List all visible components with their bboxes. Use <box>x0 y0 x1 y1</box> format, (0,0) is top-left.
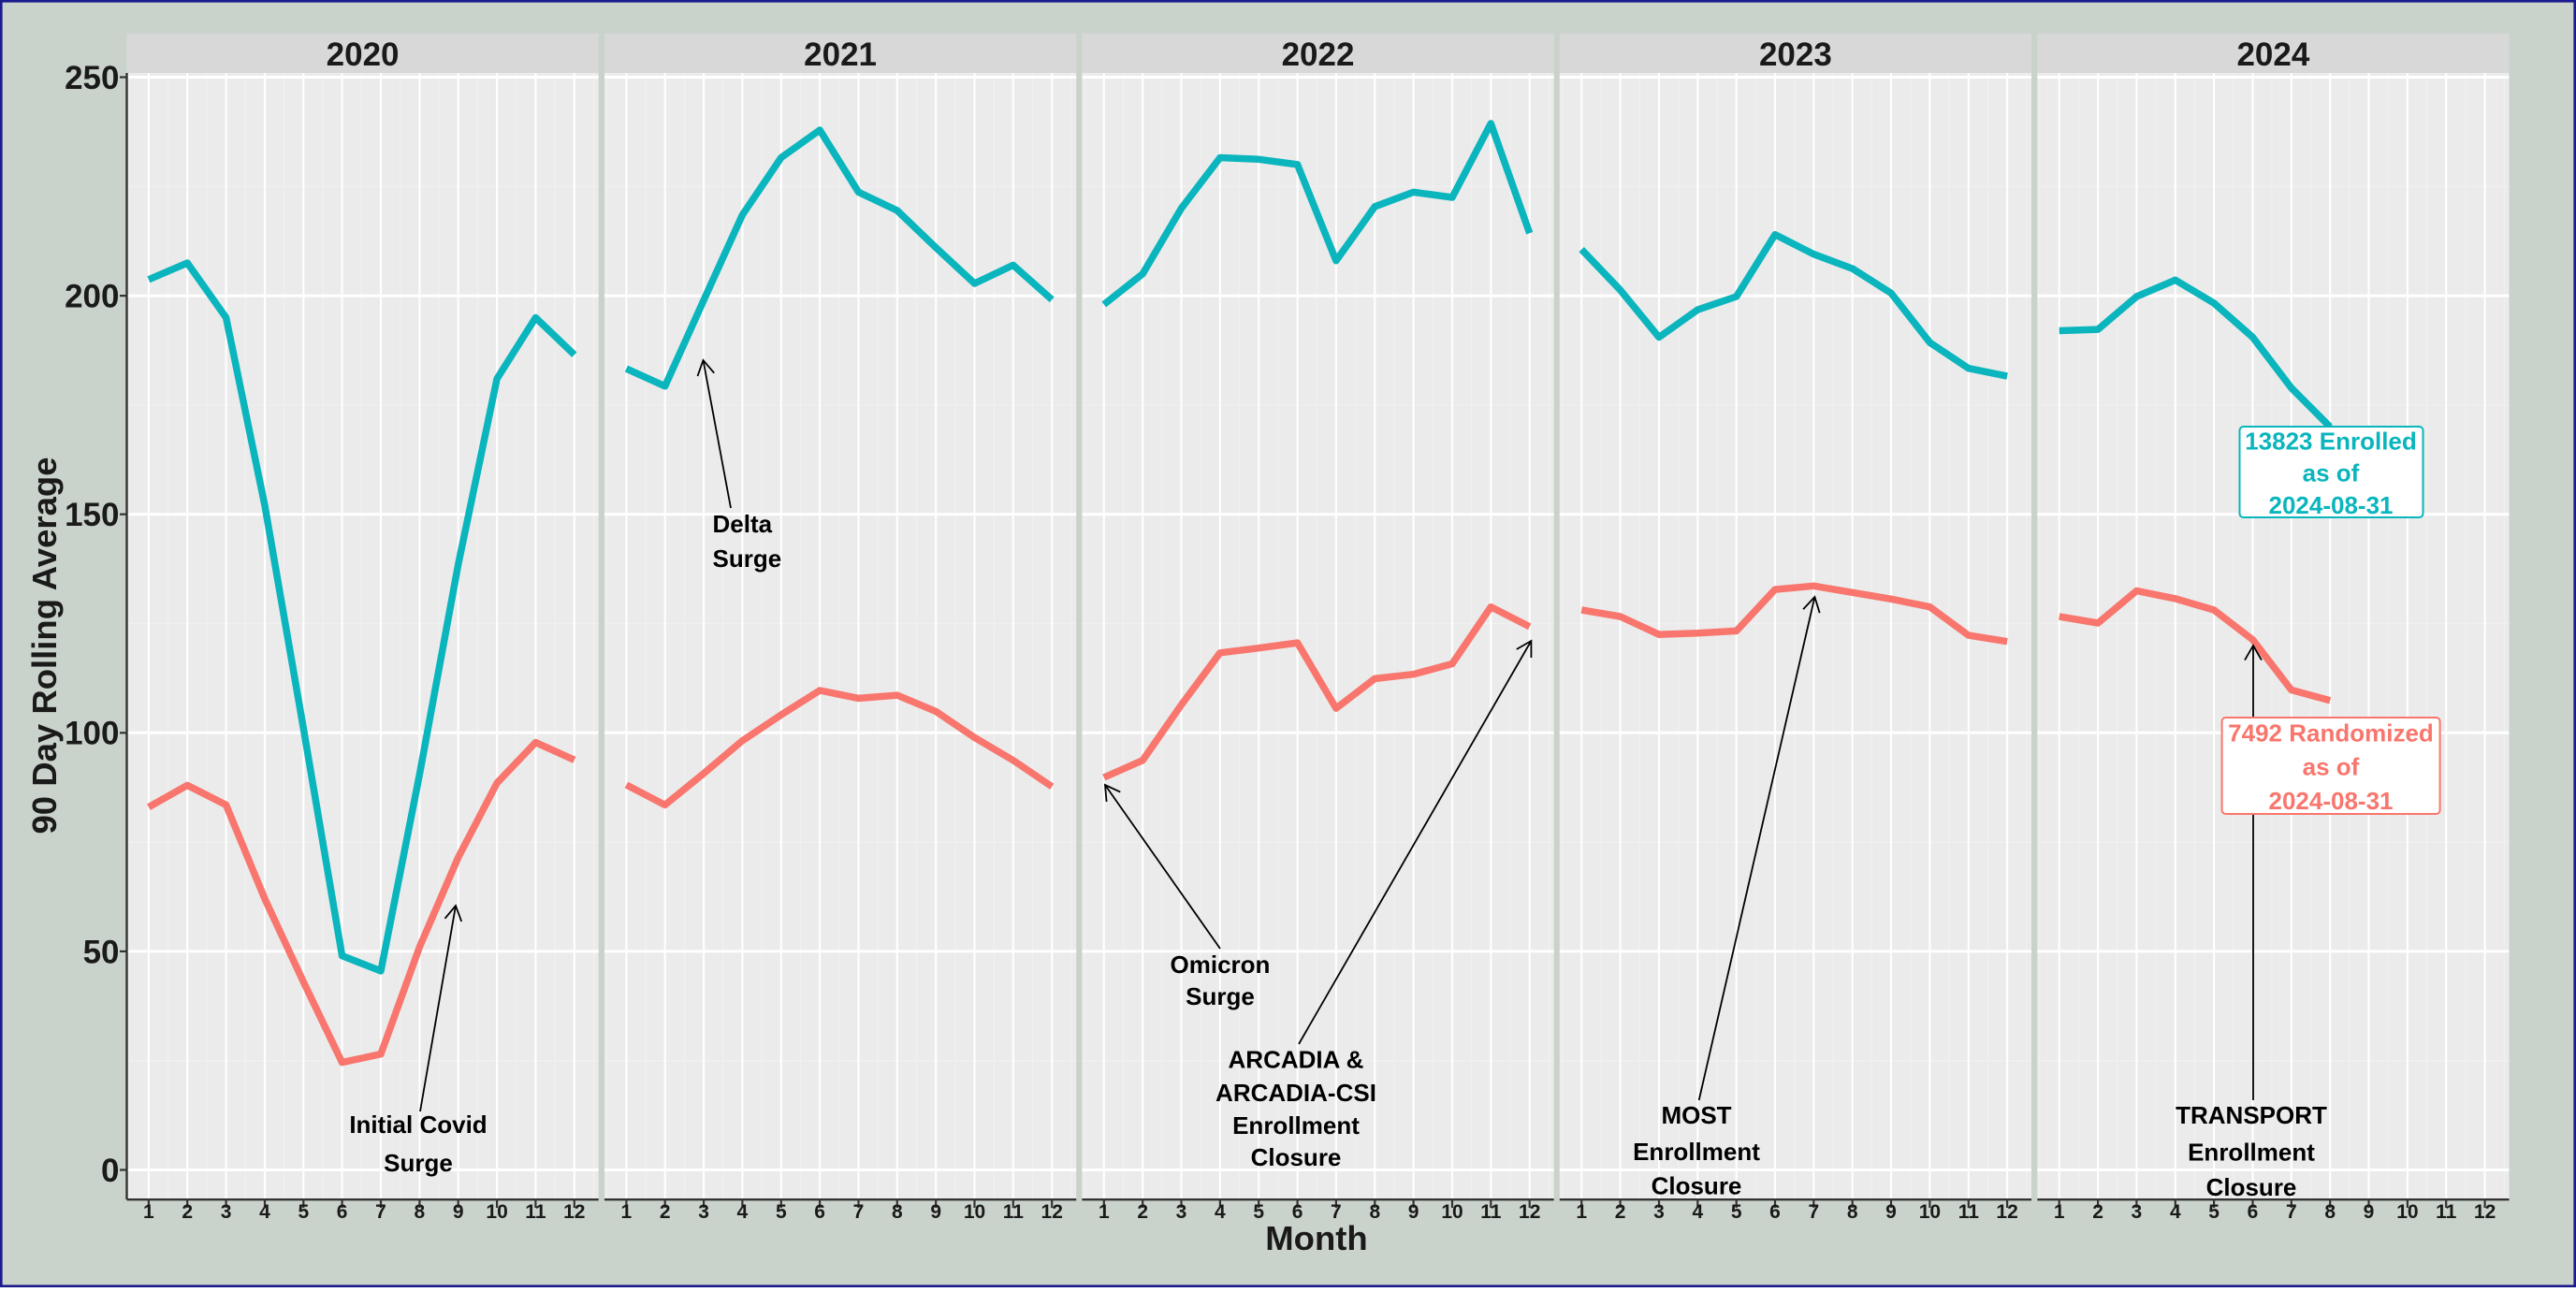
svg-text:1: 1 <box>143 1201 154 1223</box>
svg-text:Closure: Closure <box>1251 1143 1342 1171</box>
svg-text:10: 10 <box>486 1201 507 1223</box>
svg-text:9: 9 <box>453 1201 464 1223</box>
svg-text:3: 3 <box>698 1201 709 1223</box>
svg-text:5: 5 <box>298 1201 309 1223</box>
svg-text:8: 8 <box>1369 1201 1380 1223</box>
svg-text:4: 4 <box>1215 1201 1226 1223</box>
svg-text:7: 7 <box>853 1201 865 1223</box>
svg-text:13823 Enrolled: 13823 Enrolled <box>2245 428 2417 456</box>
svg-text:4: 4 <box>2170 1201 2181 1223</box>
svg-text:2024: 2024 <box>2236 36 2309 73</box>
svg-text:11: 11 <box>1003 1201 1025 1223</box>
svg-text:3: 3 <box>1653 1201 1665 1223</box>
svg-text:11: 11 <box>1958 1201 1980 1223</box>
svg-text:3: 3 <box>221 1201 232 1223</box>
svg-text:12: 12 <box>1996 1201 2017 1223</box>
svg-text:2022: 2022 <box>1282 36 1355 73</box>
svg-text:5: 5 <box>1253 1201 1264 1223</box>
svg-text:Surge: Surge <box>384 1149 453 1177</box>
svg-text:1: 1 <box>1099 1201 1110 1223</box>
svg-text:ARCADIA &: ARCADIA & <box>1229 1046 1364 1074</box>
svg-text:6: 6 <box>337 1201 348 1223</box>
svg-text:200: 200 <box>65 279 119 315</box>
svg-text:11: 11 <box>525 1201 546 1223</box>
svg-text:10: 10 <box>1441 1201 1463 1223</box>
svg-text:9: 9 <box>930 1201 941 1223</box>
svg-text:as of: as of <box>2303 753 2360 781</box>
svg-text:MOST: MOST <box>1661 1101 1731 1129</box>
svg-text:2020: 2020 <box>327 36 400 73</box>
svg-text:2021: 2021 <box>804 36 877 73</box>
svg-text:7: 7 <box>2286 1201 2297 1223</box>
svg-text:3: 3 <box>2132 1201 2143 1223</box>
svg-text:9: 9 <box>1408 1201 1419 1223</box>
svg-text:12: 12 <box>1041 1201 1063 1223</box>
svg-text:90 Day Rolling Average: 90 Day Rolling Average <box>25 457 64 835</box>
svg-text:Surge: Surge <box>1186 982 1255 1010</box>
svg-text:0: 0 <box>101 1153 119 1189</box>
svg-text:1: 1 <box>1576 1201 1587 1223</box>
svg-text:8: 8 <box>2324 1201 2336 1223</box>
svg-text:8: 8 <box>415 1201 426 1223</box>
svg-text:100: 100 <box>65 716 119 752</box>
svg-text:10: 10 <box>1919 1201 1941 1223</box>
svg-text:9: 9 <box>2364 1201 2375 1223</box>
svg-text:2: 2 <box>2092 1201 2103 1223</box>
svg-text:Initial Covid: Initial Covid <box>349 1111 487 1139</box>
svg-text:2: 2 <box>1137 1201 1148 1223</box>
svg-text:7: 7 <box>375 1201 386 1223</box>
svg-text:4: 4 <box>259 1201 270 1223</box>
svg-text:2: 2 <box>660 1201 671 1223</box>
svg-text:250: 250 <box>65 60 119 96</box>
svg-text:7: 7 <box>1331 1201 1342 1223</box>
svg-text:2023: 2023 <box>1759 36 1832 73</box>
svg-text:Delta: Delta <box>713 510 773 538</box>
svg-text:6: 6 <box>1292 1201 1303 1223</box>
svg-text:Closure: Closure <box>1652 1172 1742 1200</box>
svg-text:Omicron: Omicron <box>1171 951 1271 979</box>
svg-text:1: 1 <box>621 1201 633 1223</box>
svg-text:6: 6 <box>1769 1201 1781 1223</box>
svg-text:4: 4 <box>1692 1201 1703 1223</box>
svg-text:Enrollment: Enrollment <box>1232 1111 1360 1140</box>
svg-text:Month: Month <box>1265 1219 1367 1257</box>
svg-text:12: 12 <box>2474 1201 2496 1223</box>
svg-text:8: 8 <box>892 1201 903 1223</box>
svg-text:as of: as of <box>2303 459 2360 487</box>
svg-text:6: 6 <box>814 1201 825 1223</box>
svg-text:10: 10 <box>2396 1201 2418 1223</box>
svg-text:2024-08-31: 2024-08-31 <box>2269 787 2394 815</box>
svg-text:Closure: Closure <box>2206 1173 2297 1201</box>
svg-text:10: 10 <box>964 1201 985 1223</box>
svg-text:2: 2 <box>1615 1201 1626 1223</box>
svg-text:7: 7 <box>1808 1201 1819 1223</box>
svg-text:Enrollment: Enrollment <box>2188 1139 2315 1167</box>
svg-text:5: 5 <box>1731 1201 1742 1223</box>
svg-text:3: 3 <box>1176 1201 1187 1223</box>
svg-text:Surge: Surge <box>713 544 782 573</box>
svg-text:4: 4 <box>737 1201 749 1223</box>
svg-text:8: 8 <box>1847 1201 1858 1223</box>
svg-text:1: 1 <box>2054 1201 2065 1223</box>
svg-text:9: 9 <box>1885 1201 1897 1223</box>
svg-text:5: 5 <box>776 1201 787 1223</box>
svg-text:2: 2 <box>182 1201 193 1223</box>
svg-text:ARCADIA-CSI: ARCADIA-CSI <box>1215 1079 1376 1107</box>
svg-text:11: 11 <box>2436 1201 2457 1223</box>
svg-text:12: 12 <box>1519 1201 1540 1223</box>
svg-text:11: 11 <box>1480 1201 1502 1223</box>
svg-text:150: 150 <box>65 497 119 533</box>
svg-text:Enrollment: Enrollment <box>1633 1138 1760 1166</box>
svg-text:TRANSPORT: TRANSPORT <box>2176 1101 2327 1129</box>
svg-text:2024-08-31: 2024-08-31 <box>2269 491 2394 519</box>
svg-text:5: 5 <box>2208 1201 2219 1223</box>
svg-text:7492 Randomized: 7492 Randomized <box>2228 719 2434 748</box>
svg-text:12: 12 <box>563 1201 585 1223</box>
svg-text:50: 50 <box>83 934 120 970</box>
svg-text:6: 6 <box>2248 1201 2259 1223</box>
